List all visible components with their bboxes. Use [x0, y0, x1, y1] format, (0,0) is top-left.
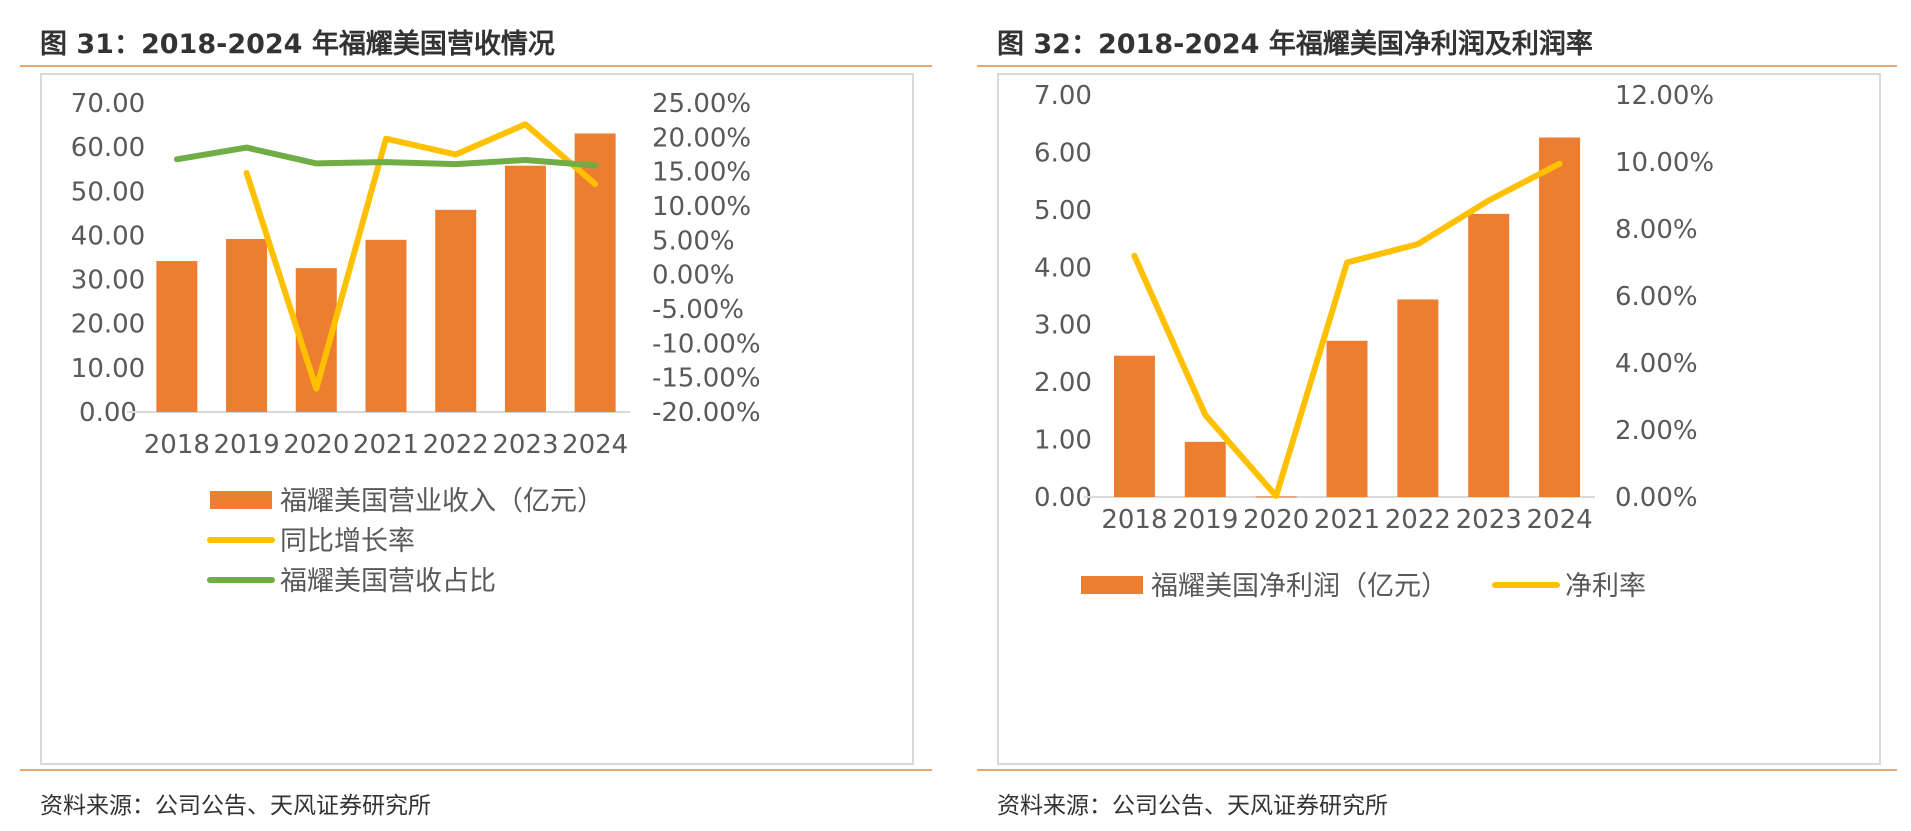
left-axis-tick: 20.00 [71, 310, 145, 340]
bar [504, 165, 546, 412]
series-line [173, 144, 599, 169]
bar [1539, 137, 1581, 498]
x-axis-label: 2019 [1172, 505, 1238, 535]
x-axis-label: 2023 [492, 430, 558, 460]
left-axis-tick: 6.00 [1034, 138, 1092, 168]
right-bottom-rule [977, 769, 1897, 771]
left-panel: 图 31：2018-2024 年福耀美国营收情况 70.00 60.00 50.00… [0, 0, 950, 831]
left-bottom-rule [20, 769, 932, 771]
right-axis-tick: 25.00% [652, 89, 751, 119]
left-axis-tick: 2.00 [1034, 368, 1092, 398]
bar [365, 239, 407, 412]
right-title-rule [977, 65, 1897, 67]
x-axis-label: 2024 [562, 430, 628, 460]
bar [226, 238, 268, 412]
left-chart-title: 图 31：2018-2024 年福耀美国营收情况 [40, 29, 555, 60]
series-line [243, 121, 599, 392]
x-axis-label: 2019 [213, 430, 279, 460]
right-axis-tick: 0.00% [1615, 483, 1698, 513]
x-axis-label: 2023 [1456, 505, 1522, 535]
right-source-note: 资料来源：公司公告、天风证券研究所 [997, 793, 1388, 819]
right-axis-tick: 2.00% [1615, 416, 1698, 446]
right-axis-tick: -10.00% [652, 329, 761, 359]
left-axis-tick: 1.00 [1034, 426, 1092, 456]
series-line [1131, 160, 1563, 499]
right-panel: 图 32：2018-2024 年福耀美国净利润及利润率 7.00 6.00 5.00… [965, 0, 1911, 831]
legend-label: 福耀美国营收占比 [280, 566, 496, 597]
left-axis-tick: 7.00 [1034, 81, 1092, 111]
bar [156, 261, 198, 412]
left-axis-tick: 60.00 [71, 133, 145, 163]
right-axis-tick: -20.00% [652, 398, 761, 428]
x-axis-label: 2018 [1101, 505, 1167, 535]
bar [1468, 213, 1510, 497]
left-axis-tick: 5.00 [1034, 196, 1092, 226]
right-axis-tick: 0.00% [652, 261, 735, 291]
x-axis-label: 2020 [283, 430, 349, 460]
legend-swatch-bar [1081, 576, 1143, 594]
x-axis-label: 2020 [1243, 505, 1309, 535]
left-axis-tick: 0.00 [1034, 483, 1092, 513]
right-axis-tick: 4.00% [1615, 349, 1698, 379]
revenue-chart: 70.0060.0050.0040.0030.0020.0010.000.002… [71, 89, 761, 597]
legend-label: 净利率 [1565, 571, 1646, 602]
left-axis-tick: 50.00 [71, 177, 145, 207]
right-axis-tick: 15.00% [652, 158, 751, 188]
bar [1113, 355, 1155, 497]
right-axis-tick: -5.00% [652, 295, 744, 325]
left-source-note: 资料来源：公司公告、天风证券研究所 [40, 793, 431, 819]
legend-label: 同比增长率 [280, 526, 415, 557]
right-chart-title: 图 32：2018-2024 年福耀美国净利润及利润率 [997, 29, 1593, 60]
legend-label: 福耀美国净利润（亿元） [1151, 571, 1448, 602]
left-chart-box: 70.00 60.00 50.00 40.00 30.00 20.00 10.00 0.00 2… [40, 73, 914, 765]
right-axis-tick: 20.00% [652, 123, 751, 153]
right-axis-tick: 6.00% [1615, 282, 1698, 312]
left-axis-tick: 70.00 [71, 89, 145, 119]
right-axis-tick: 5.00% [652, 226, 735, 256]
right-axis-tick: 10.00% [652, 192, 751, 222]
bar [1326, 340, 1368, 497]
x-axis-label: 2021 [1314, 505, 1380, 535]
right-axis-tick: 10.00% [1615, 148, 1714, 178]
left-axis-tick: 40.00 [71, 221, 145, 251]
left-axis-tick: 3.00 [1034, 311, 1092, 341]
x-axis-label: 2021 [353, 430, 419, 460]
right-axis-tick: 8.00% [1615, 215, 1698, 245]
right-axis-tick: 12.00% [1615, 81, 1714, 111]
x-axis-label: 2022 [1385, 505, 1451, 535]
left-axis-tick: 30.00 [71, 266, 145, 296]
right-axis-tick: -15.00% [652, 364, 761, 394]
bar [1397, 299, 1439, 497]
right-chart-box: 7.00 6.00 5.00 4.00 3.00 2.00 1.00 0.00 12.00% 10… [997, 73, 1881, 765]
left-axis-tick: 10.00 [71, 354, 145, 384]
x-axis-label: 2018 [144, 430, 210, 460]
profit-chart: 7.00 6.00 5.00 4.00 3.00 2.00 1.00 0.00 12.00% 10… [1034, 81, 1714, 602]
legend-swatch-bar [210, 491, 272, 509]
bar [1184, 441, 1226, 497]
bar [435, 209, 477, 412]
legend-label: 福耀美国营业收入（亿元） [280, 486, 604, 517]
left-title-rule [20, 65, 932, 67]
left-axis-tick: 4.00 [1034, 253, 1092, 283]
x-axis-label: 2022 [423, 430, 489, 460]
bar [574, 133, 616, 413]
x-axis-label: 2024 [1526, 505, 1592, 535]
